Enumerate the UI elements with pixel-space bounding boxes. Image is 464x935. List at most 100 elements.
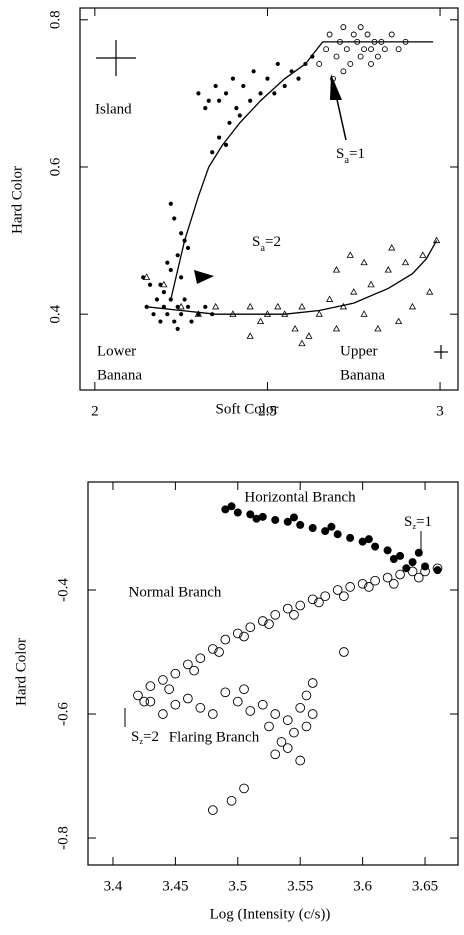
point [343, 46, 350, 53]
point [295, 600, 306, 611]
point [164, 684, 174, 695]
point [421, 562, 430, 571]
point [364, 31, 371, 38]
x-axis-label: Soft Color [216, 401, 279, 417]
point [330, 75, 336, 82]
point [194, 310, 203, 317]
point [172, 216, 177, 221]
annotation: Sa=1 [336, 146, 365, 165]
point [360, 310, 368, 317]
point [145, 681, 156, 691]
point [207, 805, 218, 815]
point [295, 702, 306, 713]
point [378, 38, 385, 45]
point [217, 98, 222, 103]
point [182, 238, 187, 243]
point [282, 743, 293, 753]
point [282, 603, 293, 614]
point [310, 54, 315, 59]
point [295, 755, 306, 766]
point [339, 302, 348, 310]
point [395, 569, 405, 580]
y-tick-label: 0.6 [47, 157, 63, 176]
x-tick-label: 3.55 [287, 878, 313, 894]
point [161, 304, 166, 309]
point [360, 258, 368, 266]
point [139, 696, 150, 707]
annotation: Sz=1 [404, 514, 432, 531]
point [172, 319, 177, 324]
point [214, 647, 224, 657]
point [183, 659, 193, 670]
point [168, 267, 173, 273]
point [154, 297, 160, 302]
point [256, 317, 265, 325]
point [340, 68, 347, 75]
point [217, 135, 222, 140]
point [168, 201, 173, 206]
point [333, 530, 342, 539]
point [402, 38, 409, 45]
point [327, 522, 336, 531]
annotation-subscript: a [260, 243, 265, 254]
annotation-value: =2 [265, 234, 281, 250]
point [395, 317, 403, 325]
point [305, 332, 313, 339]
point [165, 260, 170, 265]
point [212, 302, 220, 310]
annotation-value: =2 [143, 729, 159, 745]
annotation: Sz=2 [131, 729, 159, 746]
point [239, 783, 249, 794]
point [289, 513, 298, 522]
point [347, 60, 354, 67]
point [370, 575, 380, 586]
point [226, 795, 237, 806]
y-tick-label: -0.4 [55, 578, 71, 602]
point [414, 548, 423, 557]
error-cross [96, 40, 448, 359]
annotation: Lower [97, 343, 136, 359]
point [265, 76, 270, 81]
point [332, 266, 341, 273]
point [367, 280, 375, 288]
point [246, 332, 254, 339]
point [234, 106, 239, 111]
x-tick-label: 2 [91, 403, 99, 419]
point [276, 737, 287, 747]
annotation: Horizontal Branch [244, 489, 356, 505]
annotation-subscript: z [139, 737, 143, 746]
point [264, 619, 274, 629]
point [206, 98, 211, 103]
y-tick-label: 0.4 [47, 304, 63, 323]
annotation-symbol: S [131, 729, 139, 745]
point [289, 69, 294, 74]
point [368, 46, 374, 53]
annotation: Flaring Branch [169, 729, 260, 745]
fit-curve [170, 41, 434, 300]
point [257, 699, 268, 710]
plot-frame [87, 481, 459, 866]
point [223, 142, 229, 148]
x-tick-label: 3 [436, 403, 444, 419]
point [251, 69, 256, 74]
point [358, 537, 367, 546]
point [371, 542, 380, 551]
annotation: Upper [340, 343, 378, 359]
point [339, 647, 349, 657]
point [183, 693, 193, 704]
point [177, 302, 185, 310]
point [413, 572, 424, 583]
x-tick-label: 3.65 [412, 878, 438, 894]
point [158, 319, 163, 324]
point [346, 533, 355, 542]
point [389, 555, 398, 564]
point [283, 517, 292, 526]
point [245, 706, 256, 716]
point [195, 702, 206, 713]
point [274, 302, 282, 310]
point [227, 502, 236, 511]
y-axis-label: Hard Color [9, 166, 25, 234]
point [420, 566, 430, 577]
point [203, 304, 208, 309]
